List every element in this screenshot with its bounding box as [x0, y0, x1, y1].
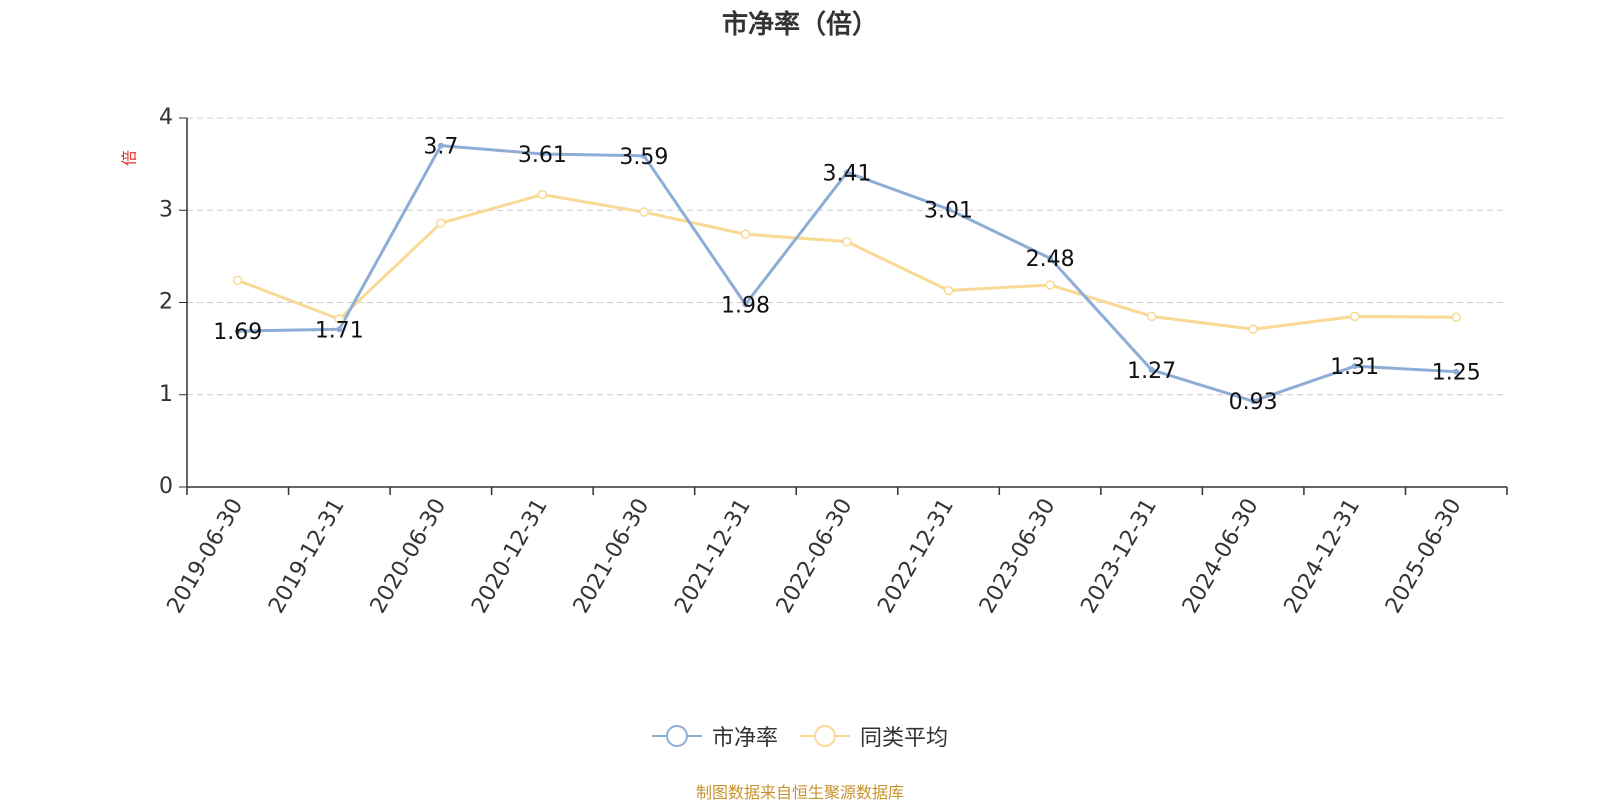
series-points: [233, 142, 1461, 405]
series-line-peer-average: [237, 193, 1457, 331]
data-label-pb-ratio: 1.27: [1127, 359, 1176, 384]
data-point-pb-ratio: [844, 169, 850, 176]
x-tick-label: 2019-12-31: [264, 495, 350, 618]
legend-item-pb-ratio[interactable]: 市净率: [651, 720, 778, 752]
data-point-pb-ratio: [1351, 363, 1358, 370]
data-point-pb-ratio: [1148, 366, 1155, 373]
data-label-pb-ratio: 3.61: [518, 143, 567, 168]
x-tick-label: 2022-06-30: [772, 495, 858, 618]
data-point-peer-average: [436, 218, 446, 228]
x-tick-label: 2025-06-30: [1381, 495, 1467, 618]
data-point-pb-ratio: [1453, 368, 1460, 375]
data-label-pb-ratio: 0.93: [1229, 390, 1278, 415]
data-point-pb-ratio: [336, 326, 343, 333]
data-point-peer-average: [1248, 324, 1258, 335]
data-point-pb-ratio: [437, 142, 444, 149]
x-tick-label: 2019-06-30: [163, 495, 249, 618]
data-point-pb-ratio: [1250, 398, 1257, 405]
data-point-peer-average: [334, 314, 345, 324]
data-label-pb-ratio: 3.01: [924, 198, 973, 223]
legend-label-pb-ratio: 市净率: [711, 726, 778, 751]
x-tick-label: 2023-12-31: [1076, 495, 1162, 618]
x-tick-label: 2024-12-31: [1280, 495, 1366, 618]
data-point-pb-ratio: [1047, 255, 1054, 262]
data-point-pb-ratio: [945, 206, 952, 213]
data-point-peer-average: [1146, 311, 1157, 322]
x-tick-label: 2020-12-31: [467, 495, 553, 618]
data-point-peer-average: [943, 285, 954, 296]
x-tick-label: 2021-12-31: [670, 495, 756, 618]
data-point-peer-average: [1451, 312, 1461, 323]
data-point-peer-average: [842, 236, 852, 247]
data-label-pb-ratio: 2.48: [1026, 247, 1075, 272]
y-tick-label: 4: [159, 105, 173, 130]
grid-lines: [187, 117, 1507, 396]
source-note: 制图数据来自恒生聚源数据库: [695, 783, 904, 802]
x-tick-label: 2024-06-30: [1178, 495, 1264, 618]
data-point-peer-average: [537, 189, 548, 200]
data-point-peer-average: [233, 275, 243, 286]
data-label-pb-ratio: 1.31: [1330, 355, 1379, 380]
legend-line-circle-icon: [651, 725, 702, 747]
x-tick-label: 2023-06-30: [975, 495, 1061, 618]
data-point-pb-ratio: [640, 152, 647, 159]
legend: 市净率 同类平均: [0, 720, 1600, 752]
data-label-pb-ratio: 1.98: [721, 293, 770, 318]
data-point-peer-average: [1045, 280, 1055, 290]
data-point-peer-average: [1349, 311, 1360, 322]
data-labels: 1.69 1.71 3.7 3.61 3.59 1.98 3.41 3.01 2.48 1.27 0…: [213, 135, 1480, 416]
y-tick-label: 3: [159, 197, 173, 222]
chart-title: 市净率（倍）: [721, 10, 878, 40]
data-label-pb-ratio: 1.25: [1432, 361, 1481, 386]
y-tick-label: 1: [159, 382, 173, 407]
legend-label-peer-average: 同类平均: [860, 726, 949, 751]
x-tick-label: 2020-06-30: [366, 495, 452, 618]
y-tick-label: 0: [159, 474, 173, 499]
data-label-pb-ratio: 3.59: [619, 145, 668, 170]
x-tick-label: 2022-12-31: [873, 495, 959, 618]
data-label-pb-ratio: 1.69: [213, 320, 262, 345]
legend-item-peer-average[interactable]: 同类平均: [800, 720, 948, 752]
legend-line-circle-icon: [800, 725, 850, 747]
data-label-pb-ratio: 3.41: [823, 161, 872, 186]
y-axis-label: 倍: [120, 150, 139, 166]
data-point-peer-average: [639, 207, 649, 217]
y-tick-label: 2: [159, 290, 173, 315]
data-point-pb-ratio: [539, 150, 546, 157]
data-point-pb-ratio: [742, 301, 749, 308]
data-label-pb-ratio: 3.7: [423, 135, 458, 160]
data-label-pb-ratio: 1.71: [315, 318, 364, 343]
data-point-pb-ratio: [234, 328, 241, 335]
data-point-peer-average: [740, 229, 751, 239]
x-tick-label: 2021-06-30: [569, 495, 655, 618]
